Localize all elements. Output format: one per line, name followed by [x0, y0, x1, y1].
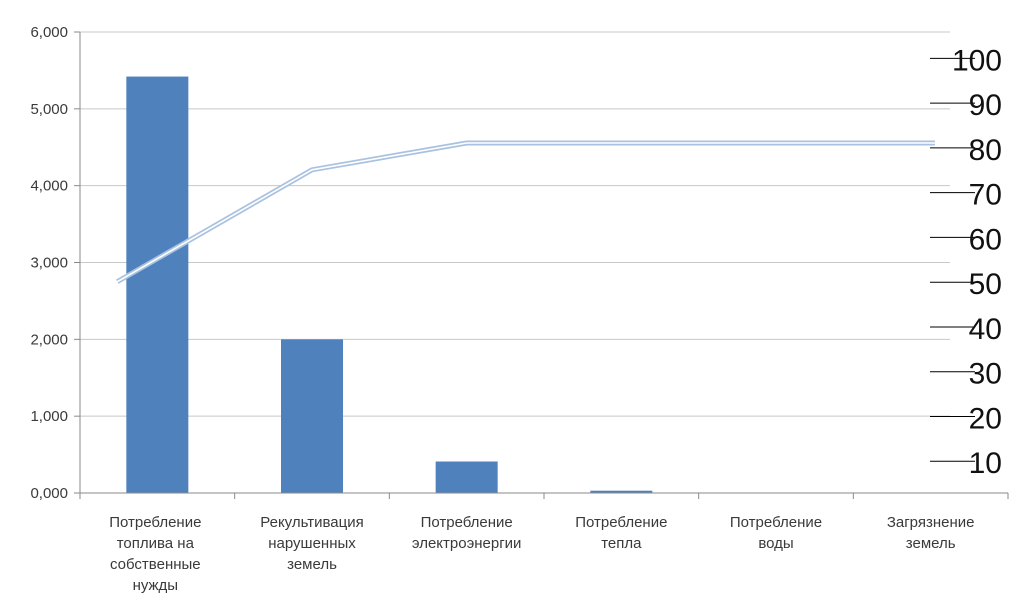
x-tick-label-line: земель	[906, 535, 956, 552]
y2-tick-label: 30	[969, 358, 1002, 391]
x-tick-label: Потребление тепла	[575, 514, 667, 552]
x-tick-label-line: нужды	[133, 577, 179, 594]
y-tick-label: 3,000	[30, 255, 68, 272]
x-tick-label: Потребление электроэнергии	[412, 514, 522, 552]
y2-tick-label: 40	[969, 313, 1002, 346]
y2-tick-label: 50	[969, 268, 1002, 301]
y2-tick-label: 10	[969, 447, 1002, 480]
y-tick-label: 6,000	[30, 24, 68, 41]
y-tick-label: 4,000	[30, 178, 68, 195]
y-tick-label: 0,000	[30, 485, 68, 502]
x-tick-label-line: воды	[758, 535, 793, 552]
x-tick-label: Рекультивация нарушенных земель	[260, 514, 363, 573]
x-tick-label-line: нарушенных	[268, 535, 356, 552]
y-tick-label: 2,000	[30, 331, 68, 348]
x-tick-label-line: Рекультивация	[260, 514, 363, 531]
grid-layer	[80, 32, 950, 493]
x-tick-label: Потребление топлива на собственные нужды	[109, 514, 201, 594]
x-tick-label-line: тепла	[601, 535, 642, 552]
x-tick-label-line: Потребление	[421, 514, 513, 531]
y2-tick-label: 70	[969, 179, 1002, 212]
y2-tick-label: 80	[969, 134, 1002, 167]
y2-tick-label: 60	[969, 223, 1002, 256]
x-tick-label-line: Потребление	[109, 514, 201, 531]
axis-layer	[74, 32, 1008, 499]
x-tick-label-line: собственные	[110, 556, 201, 573]
y-tick-label: 1,000	[30, 408, 68, 425]
bar	[126, 77, 188, 493]
bar-layer	[126, 77, 652, 493]
x-tick-label-line: Потребление	[730, 514, 822, 531]
x-tick-label-line: электроэнергии	[412, 535, 522, 552]
y2-tick-label: 100	[952, 44, 1002, 77]
x-tick-label-line: Загрязнение	[887, 514, 975, 531]
y2-tick-label: 20	[969, 402, 1002, 435]
y-tick-label: 5,000	[30, 101, 68, 118]
cumulative-line-outer	[117, 143, 935, 282]
x-tick-label: Загрязнение земель	[887, 514, 975, 552]
y2-tick-label: 90	[969, 89, 1002, 122]
x-tick-label-line: топлива на	[117, 535, 195, 552]
line-layer	[117, 143, 935, 282]
x-tick-label: Потребление воды	[730, 514, 822, 552]
x-tick-label-line: Потребление	[575, 514, 667, 531]
bar	[436, 461, 498, 493]
bar	[281, 339, 343, 493]
x-tick-label-line: земель	[287, 556, 337, 573]
